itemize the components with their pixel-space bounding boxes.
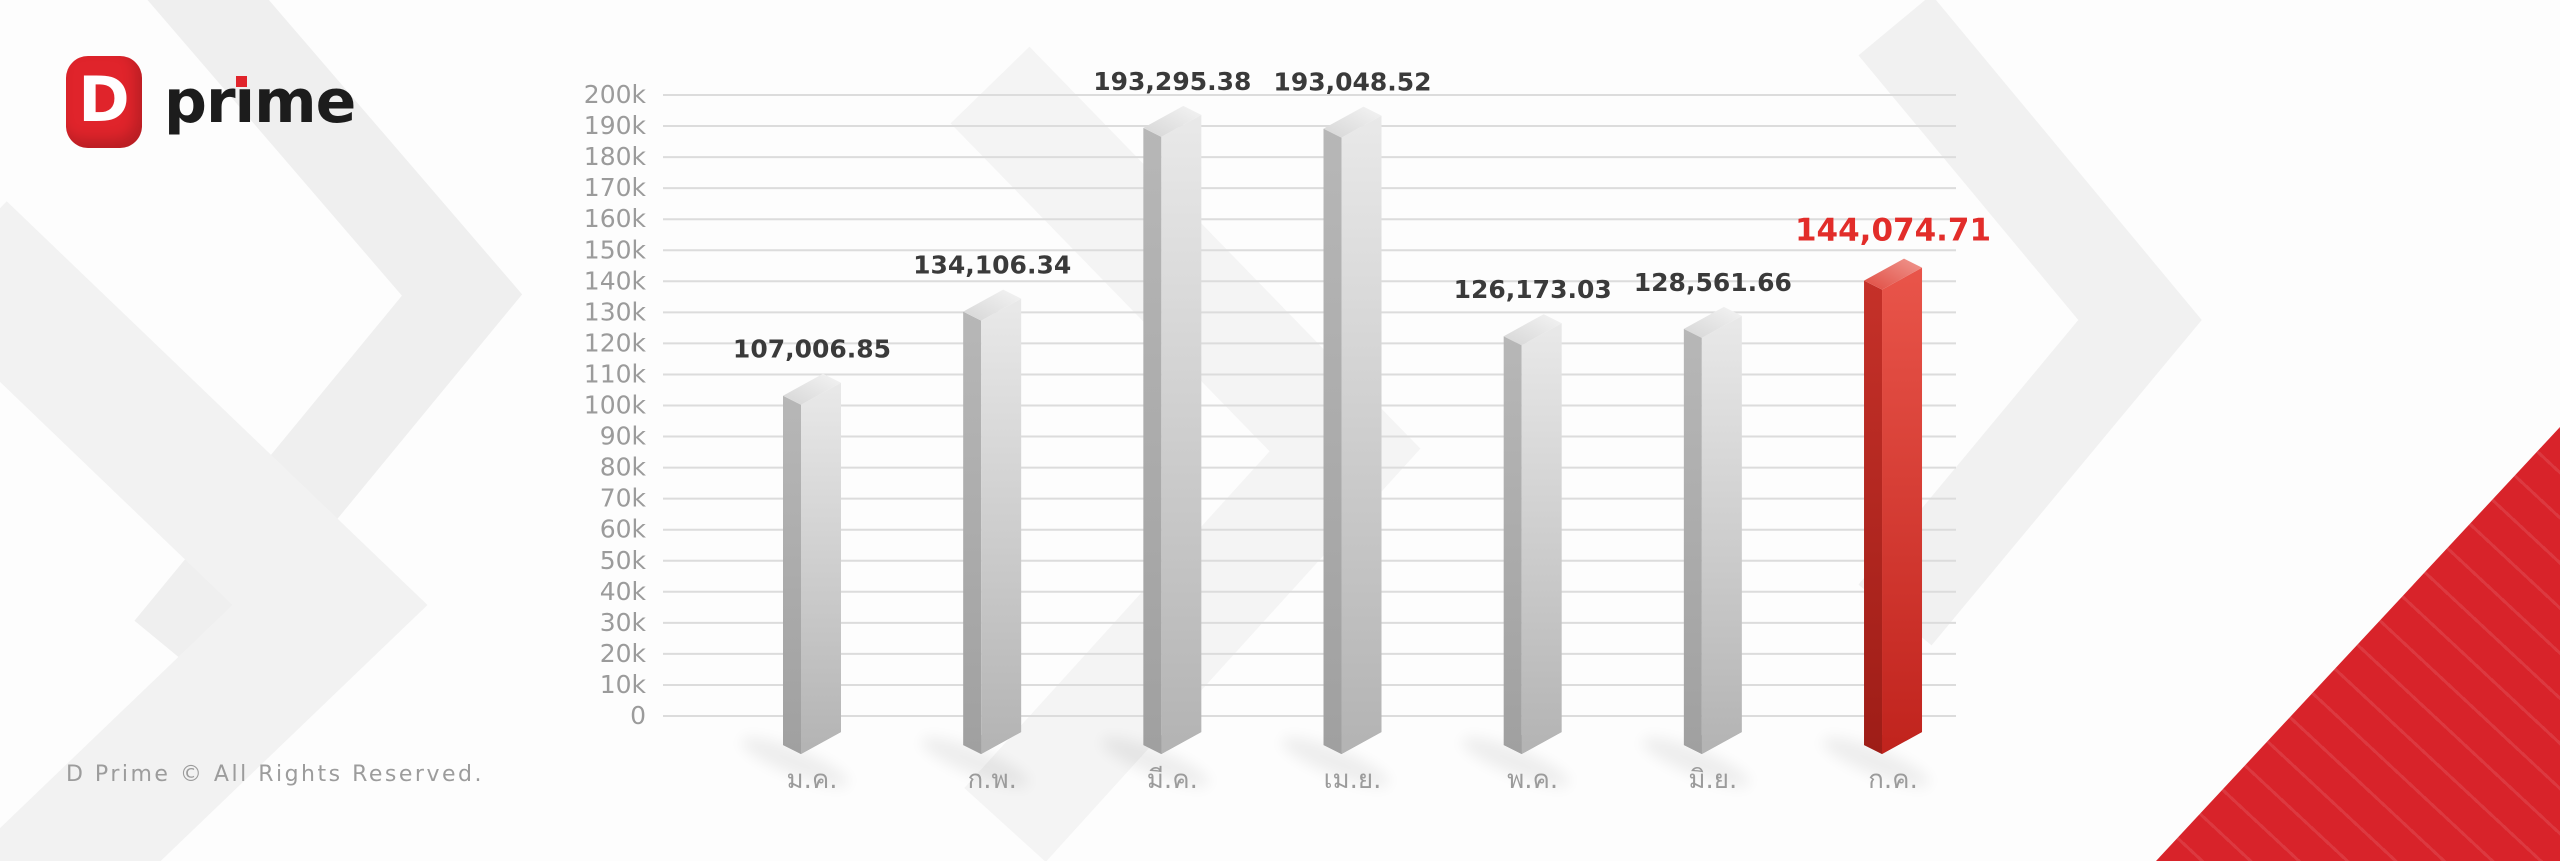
y-axis-tick-label: 30k <box>600 608 647 637</box>
bar-top-face <box>1143 105 1202 137</box>
brand-pr: pr <box>164 67 236 137</box>
bar-column <box>1683 306 1742 754</box>
bar-front-face <box>1341 115 1382 754</box>
bar-shadow <box>1281 737 1390 787</box>
bar-shadow <box>1641 737 1750 787</box>
bar-top-face <box>783 373 841 405</box>
gridlines <box>663 94 1956 717</box>
y-axis-tick-label: 120k <box>584 328 647 357</box>
bar-front-face <box>1521 323 1562 754</box>
y-axis-tick-label: 50k <box>600 546 647 575</box>
bar-value-label: 134,106.34 <box>913 251 1071 280</box>
x-axis-category-label: พ.ค. <box>1507 765 1558 795</box>
y-axis-tick-label: 110k <box>584 359 647 388</box>
logo-mark-letter: D <box>78 63 130 136</box>
y-axis-tick-label: 40k <box>600 577 647 606</box>
y-axis-tick-label: 70k <box>600 484 647 513</box>
bar-side-face <box>783 395 801 754</box>
bar-column <box>1323 106 1382 754</box>
background-chevron <box>0 201 428 861</box>
y-axis-tick-label: 100k <box>584 391 647 420</box>
bar-value-label: 126,173.03 <box>1454 275 1612 304</box>
x-axis-category-label: มี.ค. <box>1147 765 1198 795</box>
bar-column-highlighted <box>1864 258 1923 754</box>
bar-shadow <box>1101 737 1210 787</box>
y-axis-tick-label: 90k <box>600 422 647 451</box>
logo-text: prı me <box>164 67 356 137</box>
bar-value-labels: 107,006.85 134,106.34 193,295.38 193,048.52… <box>733 67 1991 364</box>
bar-shadow <box>921 737 1030 787</box>
bar-side-face <box>963 311 982 754</box>
bar-side-face <box>1683 328 1702 754</box>
y-axis-tick-label: 10k <box>600 670 647 699</box>
bar-shadow <box>1461 737 1570 787</box>
bar-value-label: 107,006.85 <box>733 335 891 364</box>
x-axis-labels: ม.ค. ก.พ. มี.ค. เม.ย. พ.ค. มิ.ย. ก.ค. <box>786 765 1917 795</box>
bar-column <box>783 373 841 754</box>
x-axis-category-label: ก.พ. <box>967 765 1016 795</box>
bar-front-face <box>1882 267 1923 754</box>
y-axis-tick-label: 140k <box>584 266 647 295</box>
bar-front-face <box>981 298 1022 754</box>
bar-side-face <box>1864 280 1883 754</box>
bar-side-face <box>1143 127 1162 754</box>
bar-shadow <box>741 737 849 787</box>
bar-column <box>963 289 1022 754</box>
bar-value-label: 193,048.52 <box>1273 68 1431 97</box>
bar-top-face <box>963 289 1022 321</box>
bar-front-face <box>801 382 841 754</box>
footer-copyright: D Prime © All Rights Reserved. <box>66 762 484 787</box>
x-axis-category-label: มิ.ย. <box>1688 765 1737 795</box>
x-axis-category-label: ม.ค. <box>786 765 837 795</box>
bar-top-face <box>1683 306 1742 338</box>
y-axis-tick-label: 80k <box>600 453 647 482</box>
background-chevron <box>1858 0 2202 646</box>
logo: D prı me <box>66 56 356 148</box>
y-axis-tick-label: 20k <box>600 639 647 668</box>
bar-top-face <box>1323 106 1382 138</box>
brand-i-dot <box>235 76 247 87</box>
bar-column <box>1503 314 1562 754</box>
x-axis-category-label: ก.ค. <box>1868 765 1918 795</box>
bars <box>783 105 1923 754</box>
y-axis-tick-label: 170k <box>584 173 647 202</box>
y-axis-tick-label: 60k <box>600 515 647 544</box>
brand-i: ı <box>234 67 256 137</box>
bar-value-label-highlighted: 144,074.71 <box>1795 213 1991 249</box>
y-axis-tick-label: 180k <box>584 142 647 171</box>
bar-shadows <box>741 737 1931 787</box>
bar-top-face <box>1503 314 1562 346</box>
y-axis-tick-label: 130k <box>584 297 647 326</box>
bar-value-label: 128,561.66 <box>1634 268 1792 297</box>
brand-me: me <box>254 67 356 137</box>
y-axis-tick-label: 150k <box>584 235 647 264</box>
bar-column <box>1143 105 1202 754</box>
logo-mark: D <box>66 56 142 148</box>
y-axis-tick-label: 200k <box>584 80 647 109</box>
y-axis-tick-label: 190k <box>584 111 647 140</box>
y-axis-tick-label: 160k <box>584 204 647 233</box>
bar-front-face <box>1161 114 1202 754</box>
bar-side-face <box>1503 336 1522 754</box>
bar-side-face <box>1323 128 1342 754</box>
y-axis-tick-label: 0 <box>630 701 646 730</box>
bar-shadow <box>1822 737 1931 787</box>
bar-value-label: 193,295.38 <box>1093 67 1251 96</box>
x-axis-category-label: เม.ย. <box>1324 765 1382 795</box>
bar-front-face <box>1701 315 1742 754</box>
bar-top-face <box>1864 258 1923 290</box>
